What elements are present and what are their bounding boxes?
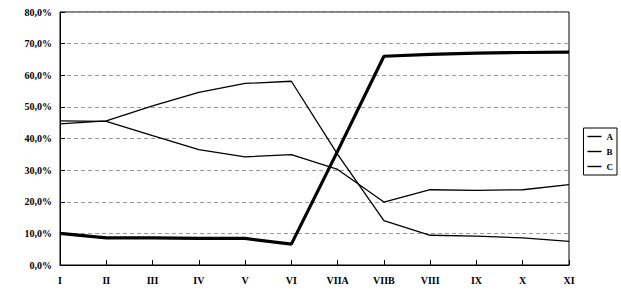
svg-text:V: V	[241, 275, 249, 286]
svg-text:C: C	[607, 162, 614, 172]
svg-text:80,0%: 80,0%	[25, 7, 53, 18]
svg-text:XI: XI	[563, 275, 574, 286]
svg-text:VIIA: VIIA	[327, 275, 350, 286]
svg-text:0,0%: 0,0%	[30, 260, 53, 271]
svg-text:VIIB: VIIB	[373, 275, 395, 286]
svg-text:60,0%: 60,0%	[25, 70, 53, 81]
svg-text:A: A	[607, 132, 614, 142]
svg-text:20,0%: 20,0%	[25, 196, 53, 207]
svg-text:VIII: VIII	[421, 275, 440, 286]
svg-text:30,0%: 30,0%	[25, 165, 53, 176]
svg-text:VI: VI	[286, 275, 297, 286]
svg-text:70,0%: 70,0%	[25, 38, 53, 49]
svg-text:B: B	[607, 147, 613, 157]
svg-text:I: I	[58, 275, 62, 286]
svg-text:II: II	[102, 275, 110, 286]
svg-text:10,0%: 10,0%	[25, 228, 53, 239]
svg-text:50,0%: 50,0%	[25, 101, 53, 112]
svg-text:III: III	[147, 275, 159, 286]
svg-text:IV: IV	[193, 275, 205, 286]
svg-text:IX: IX	[471, 275, 483, 286]
svg-text:X: X	[519, 275, 527, 286]
svg-text:40,0%: 40,0%	[25, 133, 53, 144]
